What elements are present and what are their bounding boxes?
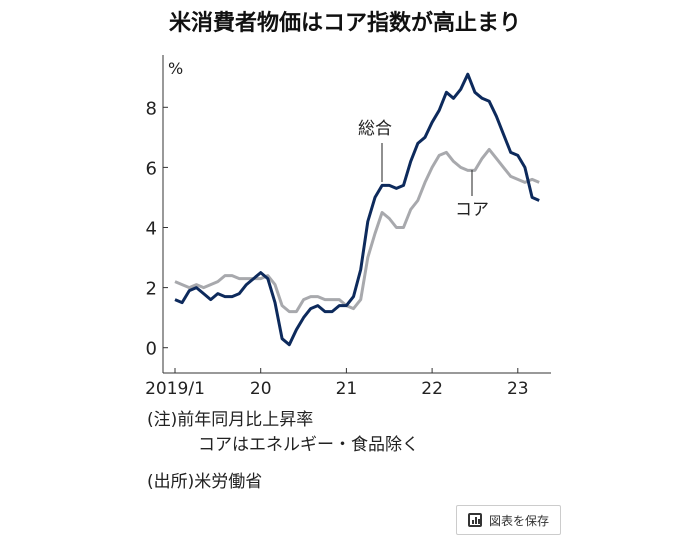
- annotation-label-total: 総合: [358, 119, 392, 139]
- y-tick-label: 0: [146, 339, 157, 360]
- note-line-2: コアはエネルギー・食品除く: [198, 435, 419, 455]
- save-chart-button[interactable]: 図表を保存: [456, 505, 561, 535]
- save-chart-label: 図表を保存: [488, 513, 549, 528]
- annotation-label-core: コア: [455, 200, 489, 220]
- note-line-1: (注)前年同月比上昇率: [147, 410, 314, 430]
- x-tick-label: 20: [250, 379, 272, 399]
- y-axis-unit: %: [168, 59, 183, 78]
- x-tick-label: 21: [336, 379, 358, 399]
- bar-chart-icon: [467, 513, 482, 527]
- y-tick-label: 6: [146, 158, 157, 179]
- y-tick-label: 8: [146, 98, 157, 119]
- y-tick-label: 2: [146, 279, 157, 300]
- series-line-core: [174, 147, 540, 314]
- chart-title: 米消費者物価はコア指数が高止まり: [169, 10, 521, 36]
- x-tick-label: 23: [507, 379, 529, 399]
- source-note: (出所)米労働省: [147, 472, 263, 492]
- y-tick-label: 4: [146, 219, 157, 240]
- series-line-total: [174, 72, 540, 347]
- x-tick-label: 22: [421, 379, 443, 399]
- x-tick-label: 2019/1: [145, 379, 205, 399]
